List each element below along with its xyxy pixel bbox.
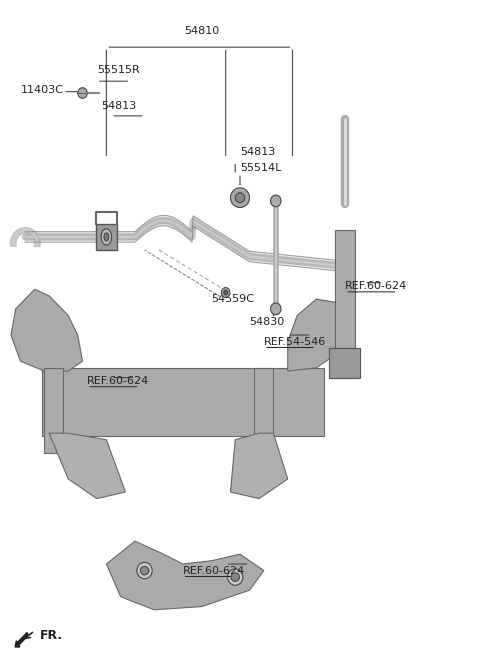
Text: 55514L: 55514L	[240, 163, 281, 173]
Polygon shape	[11, 289, 83, 371]
Polygon shape	[230, 433, 288, 499]
Ellipse shape	[271, 195, 281, 207]
Text: REF.60-624: REF.60-624	[183, 566, 245, 576]
Ellipse shape	[224, 290, 228, 295]
Ellipse shape	[137, 562, 152, 579]
FancyArrow shape	[15, 633, 28, 647]
FancyBboxPatch shape	[329, 348, 360, 378]
Ellipse shape	[235, 193, 245, 202]
Ellipse shape	[228, 569, 243, 585]
FancyBboxPatch shape	[44, 368, 63, 453]
FancyBboxPatch shape	[96, 224, 117, 250]
Text: FR.: FR.	[39, 629, 63, 643]
Ellipse shape	[271, 303, 281, 315]
Polygon shape	[107, 541, 264, 610]
Text: 54813: 54813	[102, 101, 137, 111]
Text: 11403C: 11403C	[21, 85, 63, 95]
Ellipse shape	[101, 229, 112, 245]
Ellipse shape	[221, 288, 230, 298]
Text: REF.60-624: REF.60-624	[345, 281, 407, 291]
Text: 54813: 54813	[240, 147, 275, 157]
Text: 54810: 54810	[184, 26, 219, 36]
Polygon shape	[288, 299, 345, 371]
Ellipse shape	[104, 233, 109, 241]
FancyBboxPatch shape	[254, 368, 274, 453]
Ellipse shape	[140, 566, 149, 575]
FancyBboxPatch shape	[336, 231, 355, 348]
Text: REF.54-546: REF.54-546	[264, 336, 326, 347]
Ellipse shape	[231, 573, 240, 581]
Text: REF.60-624: REF.60-624	[87, 376, 150, 386]
FancyBboxPatch shape	[42, 368, 324, 436]
Text: 55515R: 55515R	[97, 65, 140, 75]
Text: 54830: 54830	[250, 317, 285, 327]
Ellipse shape	[230, 188, 250, 208]
Text: 54559C: 54559C	[211, 294, 254, 304]
Polygon shape	[49, 433, 125, 499]
Ellipse shape	[78, 88, 87, 98]
